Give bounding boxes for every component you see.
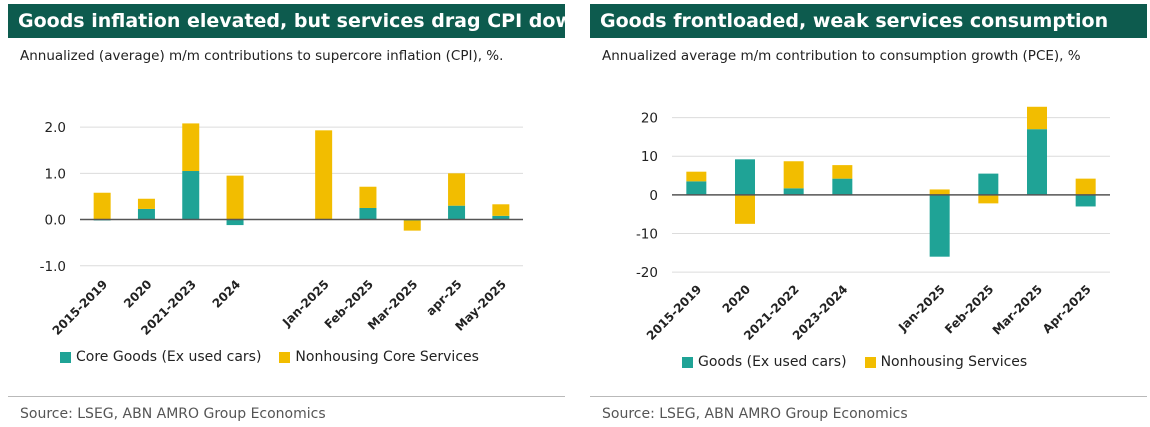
y-tick-label: 2.0: [45, 120, 66, 136]
legend-label-nonhousing-core-services: Nonhousing Core Services: [295, 349, 479, 365]
right-source-note: Source: LSEG, ABN AMRO Group Economics: [602, 406, 908, 422]
right-chart-legend: Goods (Ex used cars) Nonhousing Services: [682, 354, 1045, 370]
left-chart-legend: Core Goods (Ex used cars) Nonhousing Cor…: [60, 349, 497, 365]
bar-goods: [929, 194, 950, 257]
y-tick-label: 10: [641, 149, 658, 165]
bar-services: [137, 198, 155, 209]
x-tick-label: 2020: [720, 282, 754, 316]
x-tick-label: 2015-2019: [644, 282, 705, 343]
bar-goods: [783, 188, 804, 195]
x-tick-label: Mar-2025: [990, 282, 1045, 337]
bar-goods: [492, 215, 510, 220]
legend-swatch-goods: [60, 351, 71, 363]
legend-item-nonhousing-services: Nonhousing Services: [864, 354, 1028, 370]
bar-services: [929, 189, 950, 195]
bar-services: [448, 173, 466, 206]
right-chart-subtitle: Annualized average m/m contribution to c…: [602, 48, 1081, 64]
bar-goods: [182, 171, 200, 220]
bar-services: [315, 130, 333, 220]
legend-swatch-goods: [682, 356, 693, 368]
bar-goods: [735, 159, 755, 195]
legend-label-core-goods: Core Goods (Ex used cars): [76, 349, 262, 365]
x-tick-label: Feb-2025: [942, 282, 996, 336]
right-source-divider: [590, 396, 1147, 397]
bar-goods: [978, 173, 999, 195]
bar-goods: [137, 208, 155, 220]
legend-swatch-services: [864, 356, 876, 368]
bar-services: [492, 204, 510, 216]
y-tick-label: -20: [636, 265, 658, 281]
left-chart-title: Goods inflation elevated, but services d…: [8, 4, 587, 38]
x-tick-label: 2020: [121, 277, 155, 311]
bar-services: [1075, 178, 1096, 195]
x-tick-label: apr-25: [423, 277, 464, 318]
legend-label-nonhousing-services: Nonhousing Services: [880, 354, 1028, 370]
left-chart-subtitle: Annualized (average) m/m contributions t…: [20, 48, 504, 64]
y-tick-label: 0.0: [45, 213, 66, 229]
bar-services: [1027, 106, 1047, 130]
y-tick-label: 1.0: [45, 166, 66, 182]
bar-services: [359, 186, 377, 208]
bar-goods: [832, 178, 853, 195]
y-tick-label: -10: [636, 227, 658, 243]
bar-services: [226, 175, 244, 220]
bar-services: [978, 194, 999, 204]
bar-goods: [1075, 194, 1096, 207]
bar-services: [93, 192, 111, 220]
bar-services: [403, 220, 421, 231]
bar-goods: [686, 181, 707, 195]
bar-services: [735, 194, 755, 224]
legend-item-nonhousing-core-services: Nonhousing Core Services: [279, 349, 479, 365]
bar-services: [832, 165, 853, 179]
legend-item-core-goods: Core Goods (Ex used cars): [60, 349, 261, 365]
bar-services: [686, 171, 707, 182]
bar-goods: [226, 219, 244, 226]
legend-label-goods: Goods (Ex used cars): [698, 354, 847, 370]
y-tick-label: 20: [641, 111, 658, 127]
left-chart-panel: Goods inflation elevated, but services d…: [8, 0, 587, 427]
right-chart-title: Goods frontloaded, weak services consump…: [590, 4, 1147, 38]
right-chart-panel: Goods frontloaded, weak services consump…: [590, 0, 1147, 427]
bar-goods: [1027, 129, 1047, 195]
x-tick-label: Jan-2025: [895, 282, 948, 335]
bar-goods: [448, 205, 466, 220]
x-tick-label: Apr-2025: [1040, 282, 1094, 336]
left-source-divider: [8, 396, 565, 397]
bar-goods: [359, 207, 377, 220]
y-tick-label: -1.0: [40, 259, 66, 275]
x-tick-label: 2015-2019: [50, 277, 111, 338]
bar-services: [182, 123, 200, 172]
y-tick-label: 0: [649, 188, 658, 204]
legend-swatch-services: [279, 351, 291, 363]
x-tick-label: 2024: [210, 277, 244, 311]
left-source-note: Source: LSEG, ABN AMRO Group Economics: [20, 406, 326, 422]
bar-services: [783, 161, 804, 189]
legend-item-goods: Goods (Ex used cars): [682, 354, 847, 370]
